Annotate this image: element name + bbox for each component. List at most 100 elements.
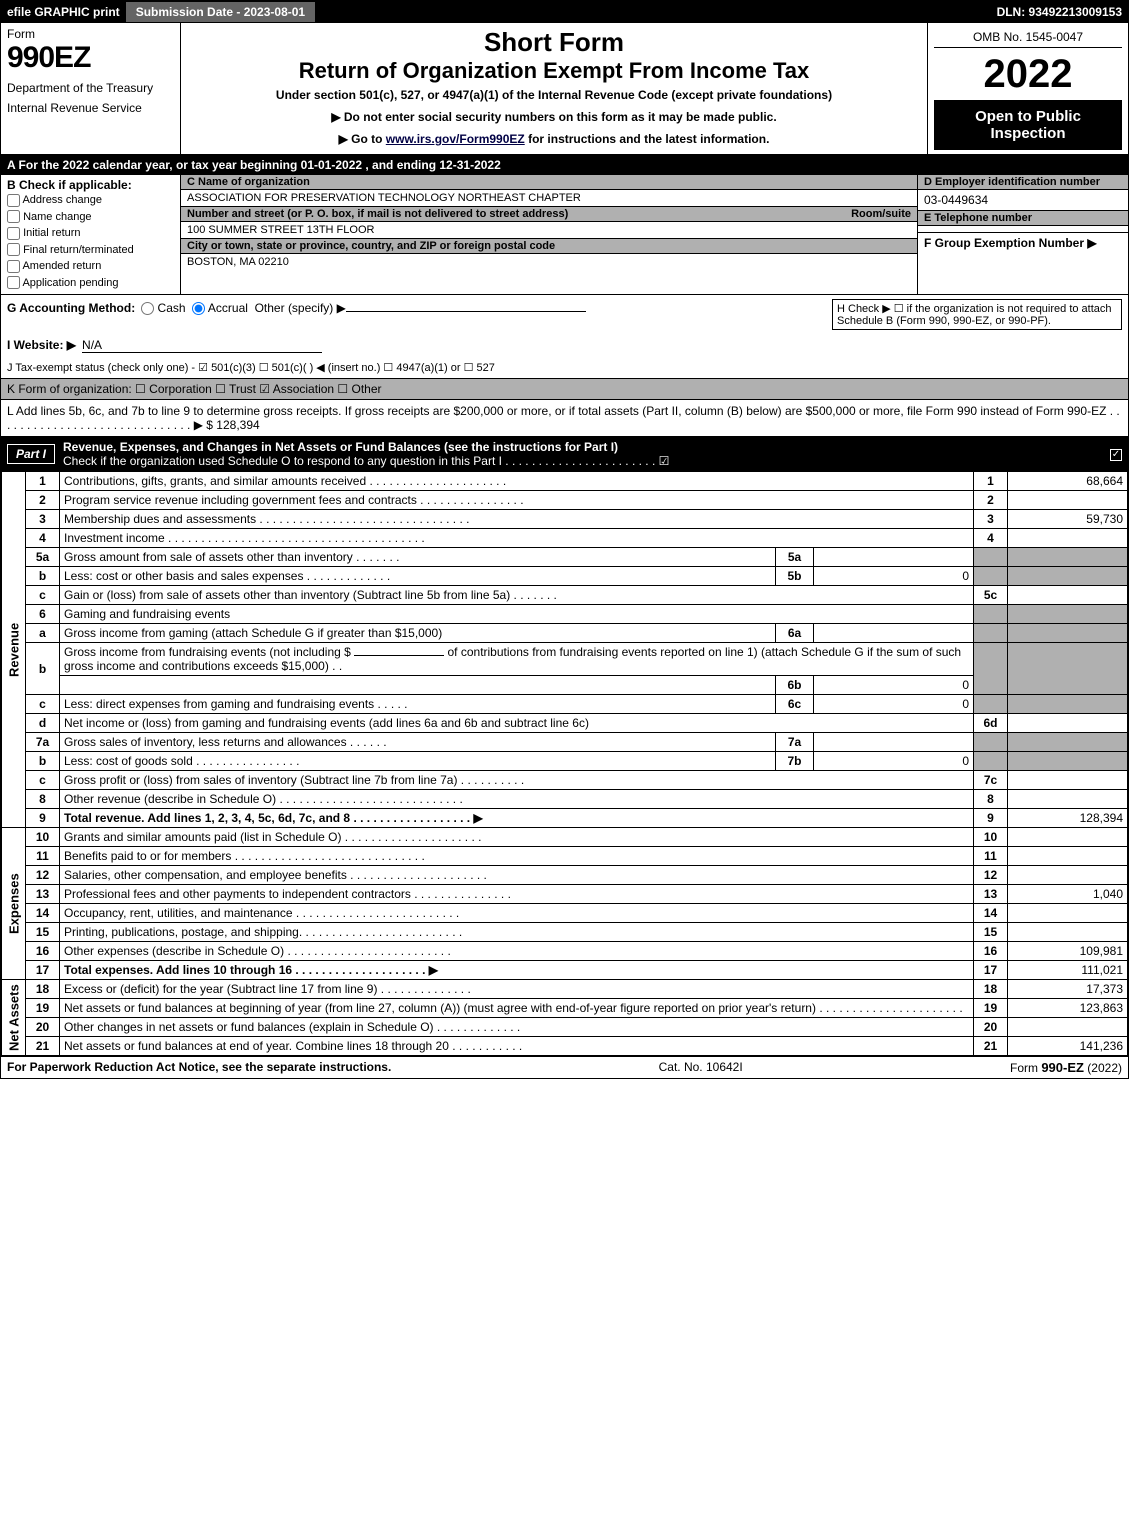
omb-number: OMB No. 1545-0047 [934,27,1122,48]
table-row: a Gross income from gaming (attach Sched… [2,624,1128,643]
room-head: Room/suite [851,208,911,220]
line-amount: 59,730 [1008,510,1128,529]
line-amount: 1,040 [1008,885,1128,904]
shade-cell [1008,548,1128,567]
website-value: N/A [82,338,322,353]
radio-cash[interactable] [141,302,154,315]
line-num: 21 [26,1037,60,1056]
line-desc: Excess or (deficit) for the year (Subtra… [60,980,974,999]
shade-cell [1008,695,1128,714]
submission-date: Submission Date - 2023-08-01 [126,2,315,22]
inner-code: 6a [776,624,814,643]
line-num: a [26,624,60,643]
line-desc: Occupancy, rent, utilities, and maintena… [60,904,974,923]
check-application-pending[interactable]: Application pending [7,275,174,292]
opt-label: Amended return [22,260,101,272]
inner-code: 7b [776,752,814,771]
inner-val: 0 [814,676,974,695]
table-row: 2 Program service revenue including gove… [2,491,1128,510]
check-final-return[interactable]: Final return/terminated [7,242,174,259]
line-amount: 128,394 [1008,809,1128,828]
shade-cell [1008,752,1128,771]
e-head: E Telephone number [918,211,1128,226]
table-row: 9 Total revenue. Add lines 1, 2, 3, 4, 5… [2,809,1128,828]
line-num: 15 [26,923,60,942]
street-head-text: Number and street (or P. O. box, if mail… [187,208,568,220]
checkbox-address-change[interactable] [7,194,20,207]
ein-value: 03-0449634 [918,190,1128,211]
table-row: d Net income or (loss) from gaming and f… [2,714,1128,733]
line-code: 12 [974,866,1008,885]
line-code: 15 [974,923,1008,942]
line-num: 6 [26,605,60,624]
header-middle: Short Form Return of Organization Exempt… [181,23,928,154]
inner-val: 0 [814,567,974,586]
table-row: 6 Gaming and fundraising events [2,605,1128,624]
shade-cell [1008,733,1128,752]
inner-val [814,548,974,567]
line-num: 13 [26,885,60,904]
line-amount: 68,664 [1008,472,1128,491]
checkbox-application-pending[interactable] [7,276,20,289]
form-ref-post: (2022) [1084,1061,1122,1075]
check-address-change[interactable]: Address change [7,192,174,209]
goto-pre: ▶ Go to [339,132,386,146]
cash-label: Cash [158,301,186,315]
bold-desc: Total expenses. Add lines 10 through 16 … [64,963,438,977]
line-a: A For the 2022 calendar year, or tax yea… [1,155,1128,175]
table-row: 16Other expenses (describe in Schedule O… [2,942,1128,961]
table-row: 14Occupancy, rent, utilities, and mainte… [2,904,1128,923]
inner-code: 6b [776,676,814,695]
blank-amount [354,655,444,656]
inner-val: 0 [814,695,974,714]
check-icon[interactable]: ✓ [1110,449,1122,461]
inner-val [814,624,974,643]
check-initial-return[interactable]: Initial return [7,225,174,242]
line-code: 5c [974,586,1008,605]
table-row: Net Assets 18 Excess or (deficit) for th… [2,980,1128,999]
line-num: c [26,586,60,605]
line-desc: Total revenue. Add lines 1, 2, 3, 4, 5c,… [60,809,974,828]
check-name-change[interactable]: Name change [7,209,174,226]
g-other: Other (specify) ▶ [255,301,346,315]
part-1-table: Revenue 1 Contributions, gifts, grants, … [1,471,1128,1056]
f-row: F Group Exemption Number ▶ [918,233,1128,253]
line-code: 2 [974,491,1008,510]
checkbox-final-return[interactable] [7,243,20,256]
line-amount [1008,1018,1128,1037]
line-code: 13 [974,885,1008,904]
goto-post: for instructions and the latest informat… [525,132,770,146]
inner-code: 5b [776,567,814,586]
table-row: 13Professional fees and other payments t… [2,885,1128,904]
f-head: F Group Exemption Number ▶ [924,236,1097,250]
top-bar: efile GRAPHIC print Submission Date - 20… [1,1,1128,23]
line-g: G Accounting Method: Cash Accrual Other … [1,295,1128,334]
i-label: I Website: ▶ [7,338,76,352]
line-num: b [26,752,60,771]
line-amount [1008,828,1128,847]
c-name-head: C Name of organization [181,175,917,190]
line-desc: Gross profit or (loss) from sales of inv… [60,771,974,790]
inner-code: 5a [776,548,814,567]
line-amount [1008,491,1128,510]
l-text: L Add lines 5b, 6c, and 7b to line 9 to … [7,404,1120,432]
shade-cell [974,733,1008,752]
check-amended-return[interactable]: Amended return [7,258,174,275]
g-cash[interactable]: Cash [141,301,185,315]
org-name: ASSOCIATION FOR PRESERVATION TECHNOLOGY … [181,190,917,207]
line-num: 1 [26,472,60,491]
line-num: 16 [26,942,60,961]
checkbox-initial-return[interactable] [7,227,20,240]
part-title-bold: Revenue, Expenses, and Changes in Net As… [63,440,618,454]
irs-link[interactable]: www.irs.gov/Form990EZ [386,132,525,146]
radio-accrual[interactable] [192,302,205,315]
schedule-o-check: ✓ [1110,447,1122,461]
line-code: 3 [974,510,1008,529]
accrual-label: Accrual [208,301,248,315]
line-num: 19 [26,999,60,1018]
g-accrual[interactable]: Accrual [192,301,248,315]
line-num: 3 [26,510,60,529]
section-c: C Name of organization ASSOCIATION FOR P… [181,175,918,294]
checkbox-name-change[interactable] [7,210,20,223]
checkbox-amended-return[interactable] [7,260,20,273]
